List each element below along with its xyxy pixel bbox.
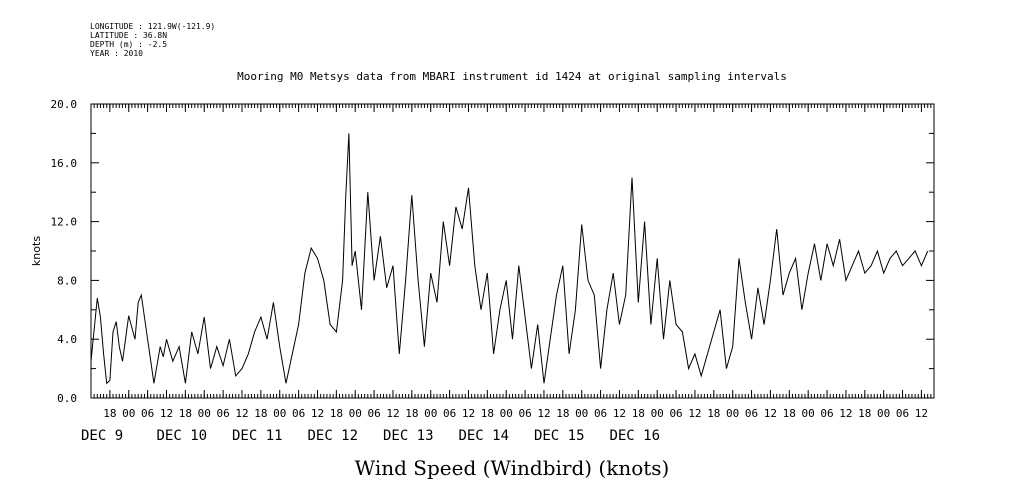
x-tick-label: 06 xyxy=(141,407,154,420)
x-tick-label: 06 xyxy=(896,407,909,420)
x-tick-label: 06 xyxy=(745,407,758,420)
x-day-label: DEC 13 xyxy=(383,428,434,444)
x-tick-label: 06 xyxy=(216,407,229,420)
series-line-wind-speed xyxy=(90,133,929,385)
x-tick-label: 00 xyxy=(575,407,588,420)
x-tick-label: 18 xyxy=(632,407,645,420)
y-tick-label: 4.0 xyxy=(57,333,77,346)
x-tick-label: 12 xyxy=(688,407,701,420)
x-tick-label: 00 xyxy=(349,407,362,420)
x-tick-label: 06 xyxy=(443,407,456,420)
x-tick-label: 00 xyxy=(273,407,286,420)
x-tick-label: 00 xyxy=(877,407,890,420)
x-tick-label: 12 xyxy=(160,407,173,420)
latitude-text: LATITUDE : 36.8N xyxy=(90,31,168,40)
y-tick-label: 8.0 xyxy=(57,274,77,287)
x-tick-label: 06 xyxy=(669,407,682,420)
x-axis-label: Wind Speed (Windbird) (knots) xyxy=(355,456,670,480)
depth-text: DEPTH (m) : -2.5 xyxy=(90,40,168,49)
x-tick-label: 18 xyxy=(707,407,720,420)
x-tick-label: 18 xyxy=(556,407,569,420)
x-tick-label: 18 xyxy=(481,407,494,420)
y-tick-label: 20.0 xyxy=(51,98,78,111)
y-tick-label: 12.0 xyxy=(51,216,78,229)
x-tick-label: 18 xyxy=(103,407,116,420)
x-tick-label: 18 xyxy=(179,407,192,420)
x-tick-label: 12 xyxy=(613,407,626,420)
x-day-label: DEC 9 xyxy=(81,428,123,444)
x-tick-label: 12 xyxy=(235,407,248,420)
chart-title: Mooring M0 Metsys data from MBARI instru… xyxy=(237,70,787,83)
x-tick-label: 06 xyxy=(518,407,531,420)
x-tick-label: 06 xyxy=(367,407,380,420)
plot-frame xyxy=(90,103,935,399)
y-axis-label: knots xyxy=(30,236,43,266)
x-tick-label: 12 xyxy=(915,407,928,420)
x-tick-label: 00 xyxy=(500,407,513,420)
x-tick-label: 06 xyxy=(292,407,305,420)
x-day-label: DEC 16 xyxy=(609,428,660,444)
x-tick-label: 00 xyxy=(802,407,815,420)
x-tick-label: 18 xyxy=(254,407,267,420)
x-tick-label: 00 xyxy=(198,407,211,420)
metadata-block: LONGITUDE : 121.9W(-121.9) LATITUDE : 36… xyxy=(90,22,215,58)
x-tick-label: 12 xyxy=(311,407,324,420)
x-tick-label: 18 xyxy=(783,407,796,420)
y-tick-label: 0.0 xyxy=(57,392,77,405)
x-tick-label: 12 xyxy=(462,407,475,420)
x-day-label: DEC 15 xyxy=(534,428,585,444)
x-day-label: DEC 11 xyxy=(232,428,283,444)
x-tick-label: 06 xyxy=(594,407,607,420)
x-tick-label: 12 xyxy=(386,407,399,420)
x-day-label: DEC 10 xyxy=(156,428,207,444)
x-tick-label: 18 xyxy=(405,407,418,420)
year-text: YEAR : 2010 xyxy=(90,49,143,58)
x-tick-label: 12 xyxy=(537,407,550,420)
x-tick-label: 12 xyxy=(839,407,852,420)
y-tick-label: 16.0 xyxy=(51,157,78,170)
x-tick-label: 00 xyxy=(424,407,437,420)
axes-group: 18 00 06 12 18 00 06 12 18 00 06 12 18 00 06 12 18 00 06 12… xyxy=(51,98,935,444)
longitude-text: LONGITUDE : 121.9W(-121.9) xyxy=(90,22,216,31)
x-tick-label: 00 xyxy=(651,407,664,420)
x-day-label: DEC 12 xyxy=(307,428,358,444)
x-tick-label: 00 xyxy=(122,407,135,420)
x-tick-label: 18 xyxy=(858,407,871,420)
x-tick-label: 18 xyxy=(330,407,343,420)
x-tick-label: 06 xyxy=(820,407,833,420)
x-tick-label: 00 xyxy=(726,407,739,420)
x-tick-label: 12 xyxy=(764,407,777,420)
x-day-label: DEC 14 xyxy=(458,428,509,444)
